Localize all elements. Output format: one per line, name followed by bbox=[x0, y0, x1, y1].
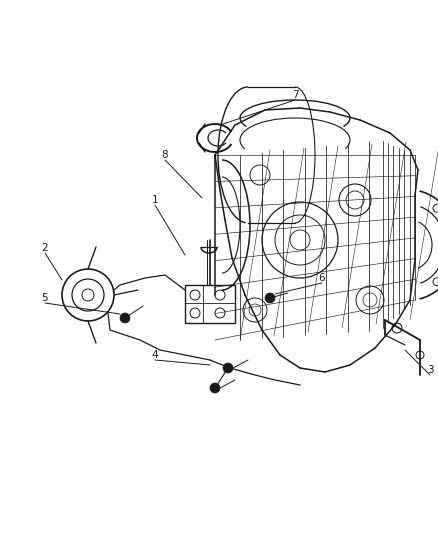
Circle shape bbox=[223, 363, 233, 373]
Text: 6: 6 bbox=[319, 273, 325, 283]
Text: 7: 7 bbox=[292, 90, 298, 100]
Text: 4: 4 bbox=[152, 350, 158, 360]
Text: 5: 5 bbox=[42, 293, 48, 303]
Text: 3: 3 bbox=[427, 365, 433, 375]
Text: 1: 1 bbox=[152, 195, 158, 205]
Circle shape bbox=[265, 293, 275, 303]
Circle shape bbox=[210, 383, 220, 393]
Text: 8: 8 bbox=[162, 150, 168, 160]
Text: 2: 2 bbox=[42, 243, 48, 253]
Circle shape bbox=[120, 313, 130, 323]
